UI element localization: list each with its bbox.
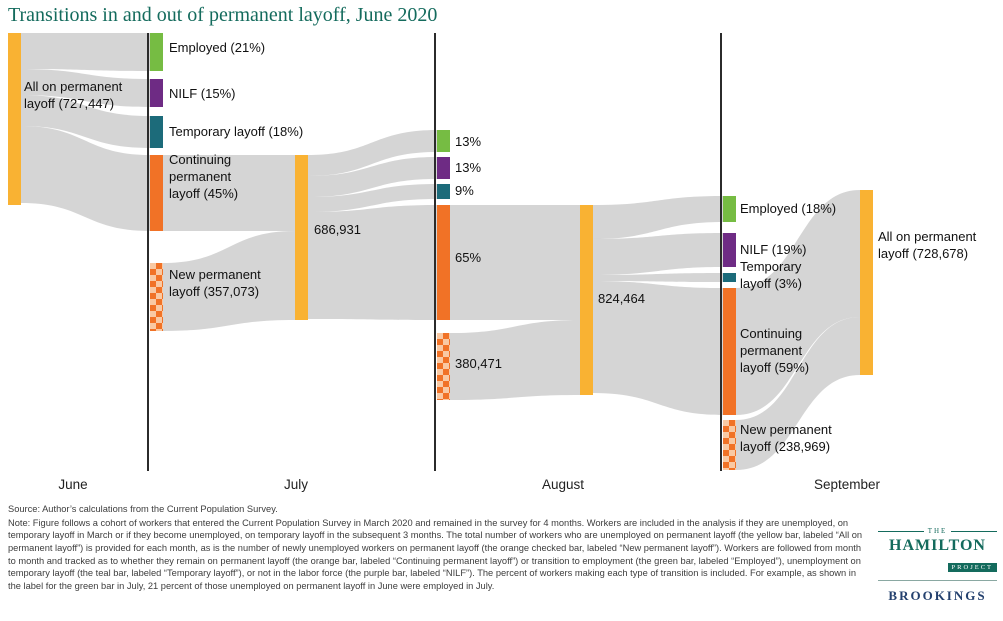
node-july-employed [150, 33, 163, 71]
label-july-total: 686,931 [314, 222, 361, 237]
month-label-july: July [283, 477, 309, 492]
chart-title: Transitions in and out of permanent layo… [8, 4, 438, 26]
node-august-employed [437, 130, 450, 152]
node-august-continuing-permanent-layoff [437, 205, 450, 320]
logo-rule-left [878, 530, 924, 532]
logo-the-row: THE [878, 527, 998, 535]
label-june-total: All on permanent layoff (727,447) [24, 79, 123, 111]
logo-brookings-text: BROOKINGS [888, 588, 987, 603]
flow-june-to-nilf [21, 69, 150, 107]
sankey-flows [21, 33, 860, 470]
node-september-continuing-permanent-layoff [723, 288, 736, 415]
flow-aug-to-nilf [593, 233, 723, 275]
flow-sep-continuing-to-total [736, 190, 860, 415]
label-august-new: 380,471 [455, 356, 502, 371]
label-august-employed: 13% [455, 134, 482, 149]
axis-line-july [147, 33, 149, 471]
node-july-new-permanent-layoff [150, 263, 163, 331]
month-label-june: June [58, 477, 88, 492]
label-july-employed: Employed (21%) [169, 40, 266, 55]
label-august-temporary: 9% [455, 183, 474, 198]
node-september-new-permanent-layoff [723, 420, 736, 470]
flow-june-to-temporary [21, 95, 150, 148]
flow-aug-continuing-to-total [450, 205, 580, 320]
label-july-nilf: NILF (15%) [169, 86, 236, 101]
footnote-block: Source: Author’s calculations from the C… [8, 503, 870, 592]
node-july-nilf [150, 79, 163, 107]
note-text: Note: Figure follows a cohort of workers… [8, 517, 863, 591]
node-september-employed [723, 196, 736, 222]
logo-project-row: PROJECT [878, 556, 997, 574]
node-august-all-permanent-layoff [580, 205, 593, 395]
node-july-continuing-permanent-layoff [150, 155, 163, 231]
flow-july-continuing-to-total [163, 155, 295, 231]
label-august-total: 824,464 [598, 291, 645, 306]
logo-rule-right [951, 530, 998, 532]
label-august-continuing: 65% [455, 250, 482, 265]
label-september-temporary: Temporary layoff (3%) [740, 259, 802, 291]
node-june-all-permanent-layoff [8, 33, 21, 205]
logo-divider [878, 580, 997, 581]
node-august-nilf [437, 157, 450, 179]
flow-june-to-employed [21, 33, 150, 71]
logo-the-text: THE [927, 527, 948, 535]
hamilton-project-brookings-logo: THE HAMILTON PROJECT BROOKINGS [878, 527, 998, 604]
node-july-all-permanent-layoff [295, 155, 308, 320]
month-label-august: August [541, 477, 585, 492]
logo-project-text: PROJECT [947, 563, 997, 572]
flow-july-to-temporary [308, 184, 437, 212]
label-july-new: New permanent layoff (357,073) [169, 267, 261, 299]
axis-line-august [434, 33, 436, 471]
axis-line-september [720, 33, 722, 471]
label-july-temporary: Temporary layoff (18%) [169, 124, 304, 139]
flow-july-new-to-total [163, 231, 295, 331]
flow-aug-to-employed [593, 196, 723, 239]
flow-june-to-continuing [21, 126, 150, 231]
flow-july-to-nilf [308, 157, 437, 197]
flow-aug-to-temporary [593, 273, 723, 282]
label-september-continuing: Continuing permanent layoff (59%) [740, 326, 810, 375]
source-line: Source: Author’s calculations from the C… [8, 504, 278, 514]
label-august-nilf: 13% [455, 160, 482, 175]
label-september-employed: Employed (18%) [740, 201, 837, 216]
logo-hamilton-text: HAMILTON [889, 537, 986, 554]
label-july-continuing: Continuing permanent layoff (45%) [169, 152, 239, 201]
flow-aug-to-continuing [593, 281, 723, 415]
flow-july-to-employed [308, 130, 437, 176]
label-september-new: New permanent layoff (238,969) [740, 422, 832, 454]
node-september-nilf [723, 233, 736, 267]
flow-aug-new-to-total [450, 320, 580, 400]
label-september-nilf: NILF (19%) [740, 242, 807, 257]
month-label-september: September [813, 477, 881, 492]
flow-sep-new-to-total [736, 317, 860, 470]
node-august-new-permanent-layoff [437, 333, 450, 400]
label-september-total: All on permanent layoff (728,678) [878, 229, 977, 261]
node-august-temporary-layoff [437, 184, 450, 199]
node-july-temporary-layoff [150, 116, 163, 148]
node-september-all-permanent-layoff [860, 190, 873, 375]
node-september-temporary-layoff [723, 273, 736, 282]
flow-july-to-continuing [308, 205, 437, 320]
